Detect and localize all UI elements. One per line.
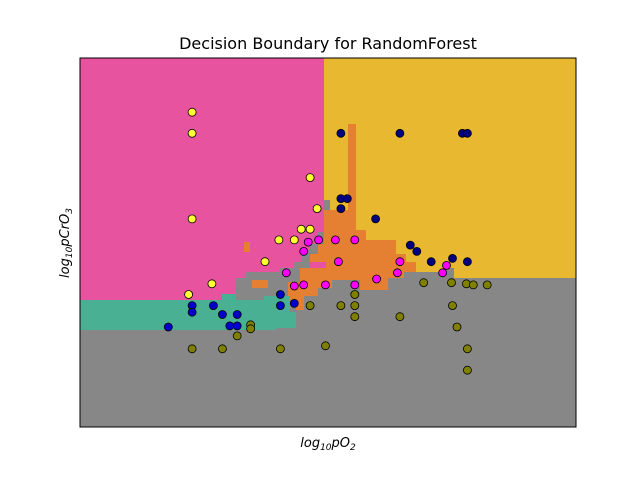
scatter-point-series2-2	[330, 235, 340, 245]
scatter-point-series1-10	[426, 257, 436, 267]
scatter-point-series0-3	[312, 204, 322, 214]
scatter-points	[163, 107, 492, 375]
scatter-point-series4-0	[419, 278, 429, 288]
scatter-point-series2-7	[281, 268, 291, 278]
x-axis-label: log10pO2	[300, 436, 356, 453]
scatter-point-series0-7	[274, 235, 284, 245]
scatter-point-series1-7	[371, 214, 381, 224]
scatter-point-series4-14	[232, 331, 242, 341]
region-pink-patch	[310, 262, 326, 268]
scatter-point-series4-1	[447, 278, 456, 288]
scatter-point-series3-5	[187, 307, 197, 317]
scatter-point-series1-3	[462, 128, 472, 138]
scatter-point-series4-3	[468, 280, 478, 290]
scatter-point-series0-2	[305, 173, 315, 183]
scatter-point-series3-0	[275, 290, 285, 299]
scatter-point-series4-7	[336, 301, 346, 311]
scatter-point-series1-0	[336, 128, 346, 138]
scatter-point-series1-8	[405, 240, 415, 250]
scatter-point-series1-6	[336, 204, 346, 214]
scatter-point-series0-0	[187, 107, 197, 117]
scatter-point-series4-9	[448, 301, 457, 311]
scatter-point-series2-13	[321, 280, 330, 290]
scatter-point-series0-10	[207, 279, 217, 289]
region-pink	[80, 58, 324, 300]
scatter-point-series4-15	[452, 322, 462, 332]
scatter-point-series4-4	[482, 280, 492, 290]
scatter-point-series2-12	[299, 280, 309, 290]
scatter-point-series2-1	[314, 235, 324, 245]
scatter-point-series4-16	[187, 344, 197, 354]
scatter-point-series3-9	[225, 321, 235, 331]
scatter-point-series3-6	[217, 310, 227, 319]
region-orange-patch	[244, 242, 250, 252]
scatter-point-series0-5	[296, 224, 306, 234]
scatter-point-series0-8	[289, 235, 299, 245]
scatter-point-series2-9	[392, 268, 402, 278]
scatter-point-series1-11	[448, 253, 457, 263]
region-gold	[324, 58, 576, 278]
scatter-point-series4-5	[350, 290, 360, 299]
scatter-point-series0-11	[184, 290, 194, 299]
scatter-point-series1-1	[395, 128, 405, 138]
scatter-point-series3-4	[289, 298, 299, 308]
plot-frame	[79, 57, 577, 428]
scatter-point-series0-1	[187, 128, 197, 138]
scatter-point-series2-6	[395, 257, 405, 267]
scatter-point-series2-10	[372, 274, 382, 284]
scatter-point-series2-5	[333, 257, 343, 267]
scatter-point-series4-21	[462, 365, 472, 375]
scatter-point-series4-20	[462, 344, 472, 354]
scatter-point-series3-8	[163, 322, 173, 332]
scatter-point-series0-4	[187, 214, 197, 224]
scatter-point-series3-10	[232, 321, 242, 331]
scatter-point-series1-9	[412, 246, 422, 256]
scatter-point-series4-8	[350, 301, 360, 311]
scatter-point-series2-11	[289, 281, 299, 291]
y-axis-label: log10pCrO3	[58, 208, 75, 278]
scatter-point-series3-2	[208, 301, 218, 311]
scatter-point-series3-3	[275, 301, 285, 311]
scatter-point-series4-13	[246, 324, 256, 334]
scatter-point-series2-4	[299, 246, 309, 256]
scatter-point-series2-15	[438, 268, 448, 278]
scatter-point-series4-19	[321, 341, 330, 351]
scatter-point-series4-11	[395, 312, 405, 322]
scatter-point-series4-6	[305, 301, 315, 311]
scatter-point-series1-5	[342, 194, 352, 204]
scatter-point-series4-17	[217, 344, 227, 354]
scatter-point-series3-7	[232, 310, 242, 319]
scatter-point-series1-12	[462, 257, 472, 267]
scatter-point-series0-9	[260, 257, 270, 267]
scatter-point-series2-14	[350, 280, 360, 290]
scatter-point-series2-3	[350, 235, 360, 245]
scatter-point-series4-10	[350, 312, 360, 322]
decision-regions	[80, 58, 576, 427]
chart-title: Decision Boundary for RandomForest	[179, 34, 477, 53]
scatter-point-series2-0	[303, 237, 313, 247]
scatter-point-series0-6	[305, 224, 315, 234]
scatter-point-series2-8	[442, 260, 451, 270]
region-orange-patch-2	[252, 280, 268, 288]
scatter-point-series4-18	[275, 344, 285, 354]
